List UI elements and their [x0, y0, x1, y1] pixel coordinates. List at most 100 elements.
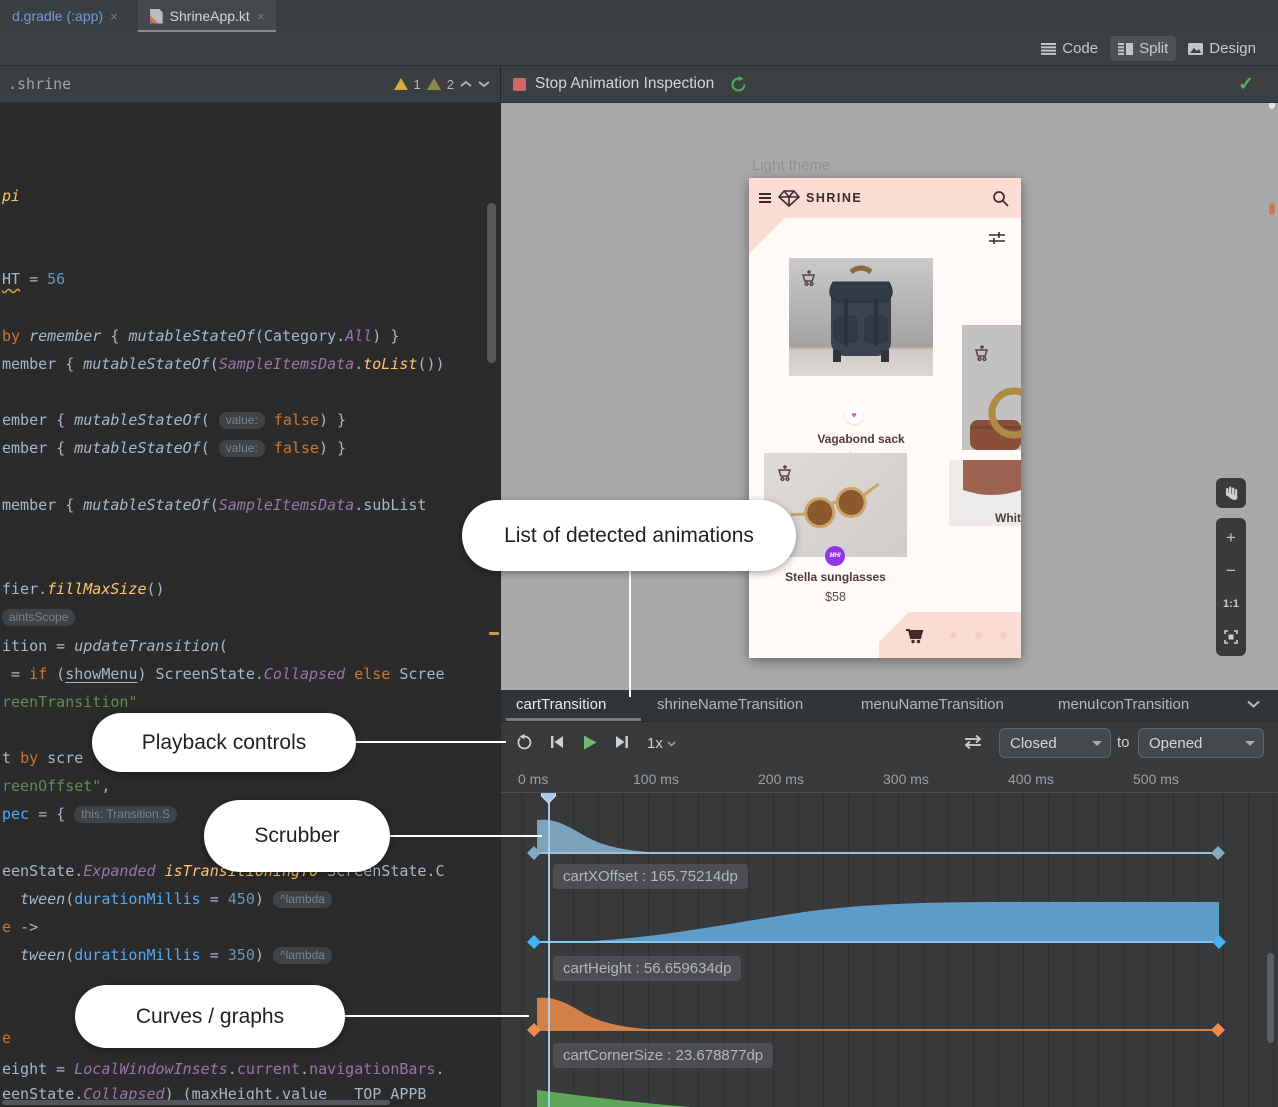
- code-line[interactable]: e ->: [2, 918, 39, 936]
- animation-tabs: cartTransition shrineNameTransition menuNa…: [501, 690, 1278, 722]
- code-line[interactable]: reenOffset",: [2, 777, 111, 795]
- timeline-ruler[interactable]: 0 ms 100 ms 200 ms 300 ms 400 ms 500 ms: [501, 764, 1278, 793]
- stop-animation-label[interactable]: Stop Animation Inspection: [535, 75, 715, 92]
- editor-file-header: .shrine 1 2: [0, 66, 500, 103]
- code-line[interactable]: fier.fillMaxSize(): [2, 580, 165, 598]
- to-state-dropdown[interactable]: Opened: [1138, 728, 1264, 758]
- search-icon[interactable]: [992, 190, 1009, 207]
- editor-mode-bar: Code Split Design: [0, 32, 1278, 66]
- curve-cartHeight: [501, 900, 1278, 952]
- code-line[interactable]: pi: [2, 187, 21, 205]
- code-line[interactable]: aintsScope: [2, 607, 76, 627]
- shrine-app-bar: SHRINE: [749, 178, 1021, 218]
- shrine-title: SHRINE: [806, 191, 863, 205]
- refresh-icon[interactable]: [730, 75, 747, 93]
- tabs-chevron-down-icon[interactable]: [1247, 700, 1260, 708]
- stop-icon[interactable]: [513, 77, 526, 91]
- tab-shrineapp-kt[interactable]: ShrineApp.kt ×: [137, 0, 277, 33]
- callout-line-curves: [345, 1015, 529, 1017]
- shrine-diamond-logo: [778, 190, 800, 207]
- inspections-widget[interactable]: 1 2: [393, 76, 500, 92]
- code-line[interactable]: reenTransition": [2, 693, 138, 711]
- mode-code-button[interactable]: Code: [1033, 36, 1106, 61]
- curve-partial-green: [501, 1087, 1278, 1107]
- code-line[interactable]: e: [2, 1029, 12, 1047]
- swap-states-icon[interactable]: [963, 734, 983, 750]
- code-line[interactable]: tween(durationMillis = 450) ^lambda: [2, 889, 332, 909]
- callout-curves-graphs: Curves / graphs: [75, 985, 345, 1048]
- chevron-up-icon[interactable]: [460, 80, 472, 88]
- editor-vertical-scrollbar[interactable]: [487, 203, 496, 363]
- tab-build-gradle[interactable]: d.gradle (:app) ×: [0, 0, 130, 32]
- scrubber-line[interactable]: [548, 793, 550, 1107]
- animation-tab-menuIconTransition[interactable]: menuIconTransition: [1058, 696, 1190, 713]
- package-breadcrumb: .shrine: [8, 75, 72, 93]
- scrubber-handle[interactable]: [541, 793, 556, 804]
- belt-illustration: [970, 387, 1021, 450]
- callout-scrubber: Scrubber: [204, 800, 390, 872]
- add-to-cart-icon[interactable]: [974, 345, 991, 362]
- error-count: 1: [413, 76, 421, 92]
- code-line[interactable]: by remember { mutableStateOf(Category.Al…: [2, 327, 400, 345]
- code-area[interactable]: pi HT = 56 by remember { mutableStateOf(Ca…: [0, 103, 500, 1107]
- to-label: to: [1117, 734, 1130, 751]
- mhi-badge: MHI: [825, 546, 845, 566]
- animation-preview-pane: Stop Animation Inspection ✓ Light theme: [500, 66, 1278, 1107]
- keyframe-diamond: [1211, 846, 1225, 860]
- filter-tune-icon[interactable]: [989, 232, 1005, 246]
- keyframe-diamond: [1212, 935, 1226, 949]
- from-state-dropdown[interactable]: Closed: [999, 728, 1111, 758]
- preview-surface[interactable]: Light theme: [501, 103, 1278, 690]
- code-line[interactable]: member { mutableStateOf(SampleItemsData.…: [2, 496, 427, 514]
- cart-bottom-bar[interactable]: [879, 612, 1021, 658]
- code-editor-pane: .shrine 1 2 pi HT = 56 by remember { mutab…: [0, 66, 500, 1107]
- go-to-start-icon[interactable]: [549, 734, 565, 750]
- playback-speed-selector[interactable]: 1x: [647, 735, 676, 752]
- keyframe-diamond: [1211, 1023, 1225, 1037]
- scrollbar-mark: [1269, 103, 1275, 109]
- design-image-icon: [1188, 42, 1204, 55]
- mode-code-label: Code: [1062, 40, 1099, 57]
- code-line[interactable]: tween(durationMillis = 350) ^lambda: [2, 945, 332, 965]
- callout-list-of-animations: List of detected animations: [462, 500, 796, 571]
- editor-horizontal-scrollbar[interactable]: [2, 1100, 390, 1105]
- zoom-to-fit-button[interactable]: [1216, 621, 1246, 652]
- menu-icon[interactable]: [759, 192, 771, 204]
- add-to-cart-icon[interactable]: [801, 270, 818, 287]
- animation-tab-cartTransition[interactable]: cartTransition: [516, 696, 607, 713]
- code-line[interactable]: eight = LocalWindowInsets.current.naviga…: [2, 1060, 445, 1078]
- code-line[interactable]: pec = { this: Transition.S: [2, 804, 177, 824]
- code-line[interactable]: ition = updateTransition(: [2, 637, 228, 655]
- featured-badge: ♥: [845, 406, 863, 424]
- go-to-end-icon[interactable]: [614, 734, 630, 750]
- code-line[interactable]: = if (showMenu) ScreenState.Collapsed el…: [2, 665, 445, 683]
- chevron-down-icon[interactable]: [478, 80, 490, 88]
- chevron-down-icon: [667, 740, 676, 747]
- product-name: Whit: [995, 511, 1021, 525]
- close-icon[interactable]: ×: [256, 8, 265, 24]
- code-line[interactable]: ember { mutableStateOf( value: false) }: [2, 439, 347, 457]
- play-icon[interactable]: [581, 734, 598, 751]
- animation-tab-shrineNameTransition[interactable]: shrineNameTransition: [657, 696, 804, 713]
- code-line[interactable]: eenState.Collapsed) (maxHeight.value TOP…: [2, 1085, 427, 1103]
- cart-icon: [906, 628, 924, 643]
- zoom-out-button[interactable]: −: [1226, 560, 1236, 580]
- code-line[interactable]: member { mutableStateOf(SampleItemsData.…: [2, 355, 445, 373]
- code-line[interactable]: t by scre: [2, 749, 84, 767]
- loop-playback-icon[interactable]: [515, 734, 533, 752]
- zoom-100-button[interactable]: 1:1: [1223, 597, 1239, 610]
- mode-split-label: Split: [1139, 40, 1169, 57]
- curves-area[interactable]: cartXOffset : 165.75214dp cartHeight : 5…: [501, 793, 1278, 1107]
- theme-label: Light theme: [752, 157, 831, 174]
- zoom-in-button[interactable]: +: [1226, 527, 1236, 547]
- mode-design-button[interactable]: Design: [1180, 36, 1264, 61]
- animation-tab-menuNameTransition[interactable]: menuNameTransition: [861, 696, 1004, 713]
- pan-hand-button[interactable]: [1216, 478, 1246, 508]
- warning-stripe-mark[interactable]: [489, 632, 499, 635]
- code-line[interactable]: ember { mutableStateOf( value: false) }: [2, 411, 347, 429]
- panel-vertical-scrollbar[interactable]: [1267, 953, 1274, 1043]
- code-line[interactable]: HT = 56: [2, 270, 66, 288]
- mode-split-button[interactable]: Split: [1110, 36, 1177, 61]
- add-to-cart-icon[interactable]: [777, 465, 794, 482]
- close-icon[interactable]: ×: [110, 8, 118, 24]
